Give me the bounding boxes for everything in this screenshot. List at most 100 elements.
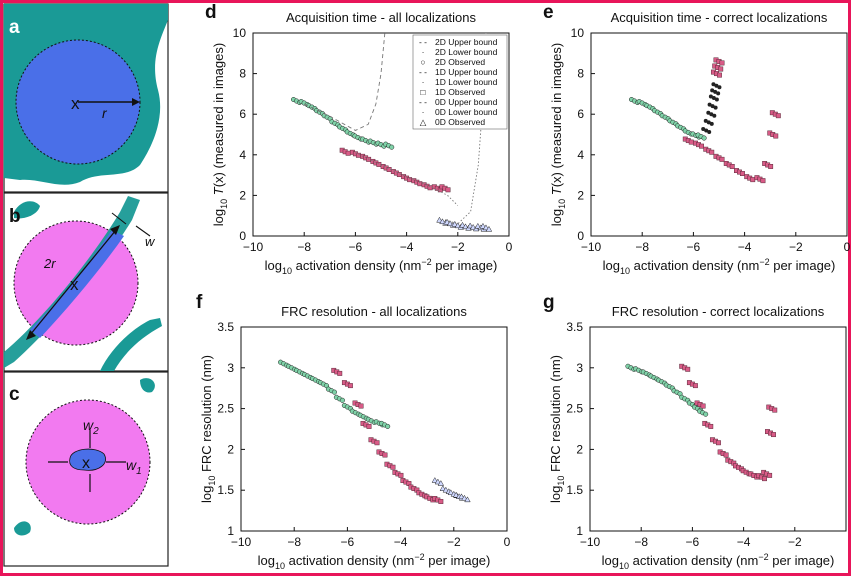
data-point [479,222,487,229]
data-point [740,171,745,177]
panel-a-label: a [9,17,20,38]
y-tick-label: 8 [239,67,246,81]
y-label-sub: 10 [207,476,217,486]
y-tick-label: 2.5 [566,402,583,416]
data-point [382,452,388,458]
legend-entry: 1D Observed [435,87,485,97]
data-point [717,85,722,90]
data-point [760,178,766,184]
data-point [700,403,706,409]
width-label-b: w [145,234,156,249]
panel-c: c x w2 w1 [3,371,169,567]
x-label-sup: −2 [414,552,424,562]
chart-panel-label: g [543,292,555,313]
data-point [462,223,469,230]
y-label-part: T [211,186,226,199]
x-tick-label: 0 [844,240,851,254]
data-point [711,82,716,87]
y-tick-label: 10 [571,26,585,40]
x-axis-label: log10 activation density (nm−2 per image… [602,552,835,571]
y-tick-label: 4 [577,148,584,162]
data-point [452,491,460,498]
x-tick-label: −6 [687,240,701,254]
y-tick-label: 10 [233,26,247,40]
x-label-part: activation density (nm [629,553,758,568]
x-label-part: log [602,553,619,568]
data-point [688,139,694,145]
data-point [715,440,721,446]
radius-label-a: r [102,105,108,121]
x-tick-label: −10 [231,535,252,549]
filament-branch-b [100,318,162,371]
data-point [771,432,776,438]
w2-label: w2 [83,417,99,437]
data-point [446,220,454,227]
data-point [775,113,781,119]
data-point [339,397,345,403]
chart-d: d Acquisition time - all localizations −10… [205,2,513,276]
x-tick-label: −4 [400,240,414,254]
legend-symbol: □ [420,87,425,97]
y-label-part: T [549,186,564,199]
y-tick-label: 6 [577,107,584,121]
x-label-sub: 10 [282,266,292,276]
data-point [723,452,729,458]
x-axis-label: log10 activation density (nm−2 per image… [265,257,498,276]
y-tick-label: 2 [239,188,246,202]
panel-a: a x r [3,3,169,193]
data-point [482,224,490,231]
y-tick-label: 2.5 [217,402,234,416]
y-tick-label: 4 [239,148,246,162]
bound-curve [444,32,487,225]
plot-area [252,32,510,237]
chart-title: FRC resolution - correct localizations [612,304,825,319]
x-tick-label: 0 [504,535,511,549]
y-tick-label: 0 [239,229,246,243]
data-point [447,489,455,496]
plot-area [589,326,847,532]
data-point [474,222,482,229]
data-point [708,423,714,429]
data-point [355,152,361,158]
x-label-part: log [258,553,275,568]
chart-panel-label: d [205,2,217,23]
x-tick-label: −6 [686,535,700,549]
x-label-part: per image) [432,258,498,273]
data-point [729,164,735,169]
y-label-part: (x) (measured in images) [549,43,564,188]
x-tick-label: −8 [297,240,311,254]
data-point [710,104,715,109]
y-label-part: log [199,486,214,503]
legend-entry: 2D Lower bound [435,47,498,57]
data-point [703,411,709,417]
center-x-b: x [70,275,79,294]
plot-area [240,326,508,532]
data-point [445,187,451,193]
y-tick-label: 2 [576,442,583,456]
y-axis-label: log10 FRC resolution (nm) [548,355,566,503]
blob-b [14,201,40,219]
center-x-a: x [71,94,80,113]
diameter-arrow-b [29,229,117,336]
legend-symbol: △ [420,117,427,127]
y-tick-label: 2 [577,188,584,202]
legend-entry: 1D Upper bound [435,67,498,77]
data-point [772,407,778,413]
data-point [345,150,351,156]
x-label-sup: −2 [421,257,431,267]
y-tick-label: 3 [227,361,234,375]
data-point [469,223,477,230]
data-point [762,476,767,482]
diameter-arrowhead-b2 [110,225,120,235]
y-label-part: log [549,209,564,226]
data-point [713,89,718,94]
y-label-sub: 10 [556,476,566,486]
y-axis-label: log10 FRC resolution (nm) [199,355,217,503]
data-point [358,403,364,409]
data-point [331,389,337,395]
y-tick-label: 1 [576,524,583,538]
width-arrow-b [111,212,127,225]
chart-title: Acquisition time - correct localizations [611,10,828,25]
data-point [454,222,462,229]
x-label-part: activation density (nm [292,258,421,273]
